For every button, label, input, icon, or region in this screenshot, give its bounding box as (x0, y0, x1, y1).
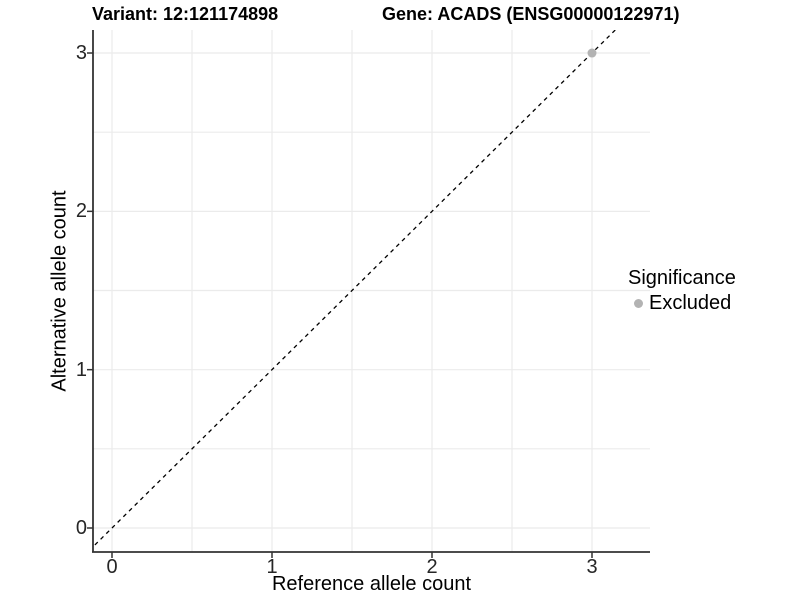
x-tick-label: 3 (586, 556, 598, 578)
x-tick-label: 2 (426, 556, 438, 578)
legend-item-excluded: Excluded (628, 291, 798, 316)
x-tick-label: 1 (266, 556, 278, 578)
legend-item-label: Excluded (649, 292, 732, 314)
plot-title-variant: Variant: 12:121174898 (92, 4, 279, 24)
y-axis-title: Alternative allele count (48, 190, 71, 392)
data-point-excluded (587, 48, 597, 58)
y-tick-label: 3 (75, 42, 87, 64)
y-tick-label: 0 (75, 517, 87, 539)
identity-reference-line (93, 30, 617, 548)
x-axis-title: Reference allele count (271, 573, 471, 595)
plot-title-gene: Gene: ACADS (ENSG00000122971) (382, 4, 680, 24)
y-tick-label: 1 (75, 358, 87, 381)
y-tick-label: 2 (75, 200, 87, 223)
x-tick-label: 0 (106, 556, 118, 578)
legend-title: Significance (628, 267, 736, 289)
legend-point-icon (634, 299, 643, 308)
legend: Significance Excluded (628, 266, 798, 316)
